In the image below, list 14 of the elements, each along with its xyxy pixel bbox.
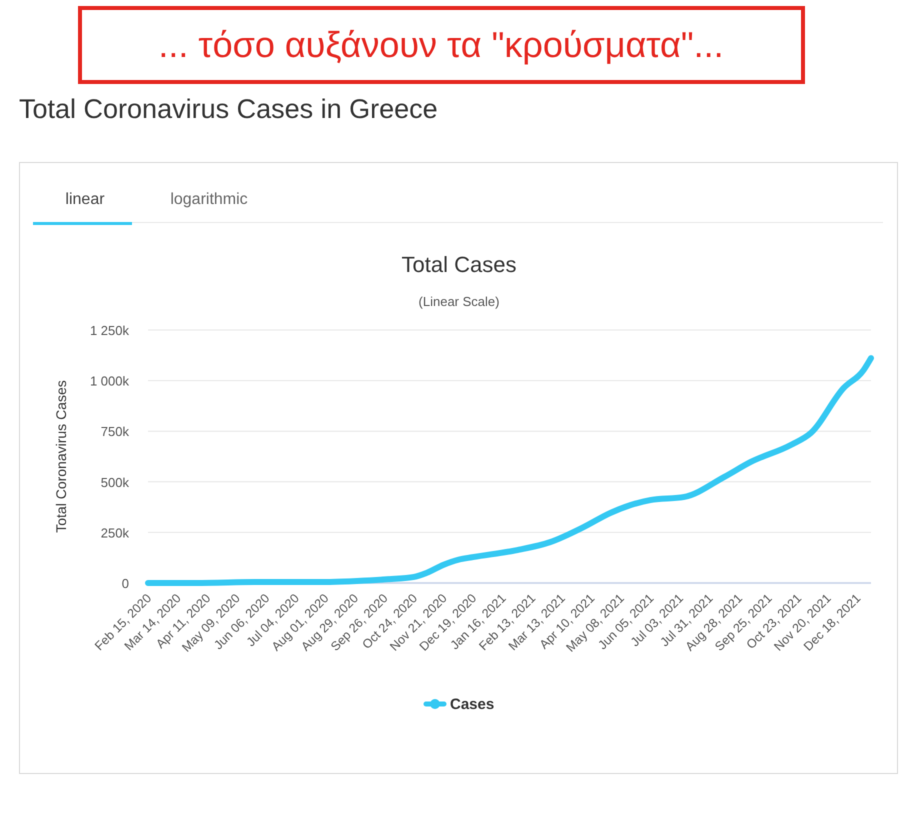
- text: logarithmic: [170, 191, 248, 208]
- y-tick-label: 1 000k: [90, 374, 130, 389]
- text: ... τόσο αυξάνουν τα "κρούσματα"...: [158, 24, 724, 65]
- legend-label: Cases: [450, 696, 494, 713]
- y-tick-label: 500k: [100, 474, 130, 490]
- y-tick-label: 250k: [100, 525, 130, 540]
- y-tick-label: 750k: [100, 424, 130, 440]
- text: linear: [65, 191, 106, 208]
- y-tick-label: 0: [122, 576, 129, 591]
- text: Total Coronavirus Cases in Greece: [19, 94, 438, 124]
- y-axis-title: Total Coronavirus Cases: [53, 380, 69, 533]
- chart-title: Total Cases: [402, 252, 516, 277]
- chart-subtitle: (Linear Scale): [418, 294, 500, 309]
- y-tick-label: 1 250k: [90, 323, 130, 338]
